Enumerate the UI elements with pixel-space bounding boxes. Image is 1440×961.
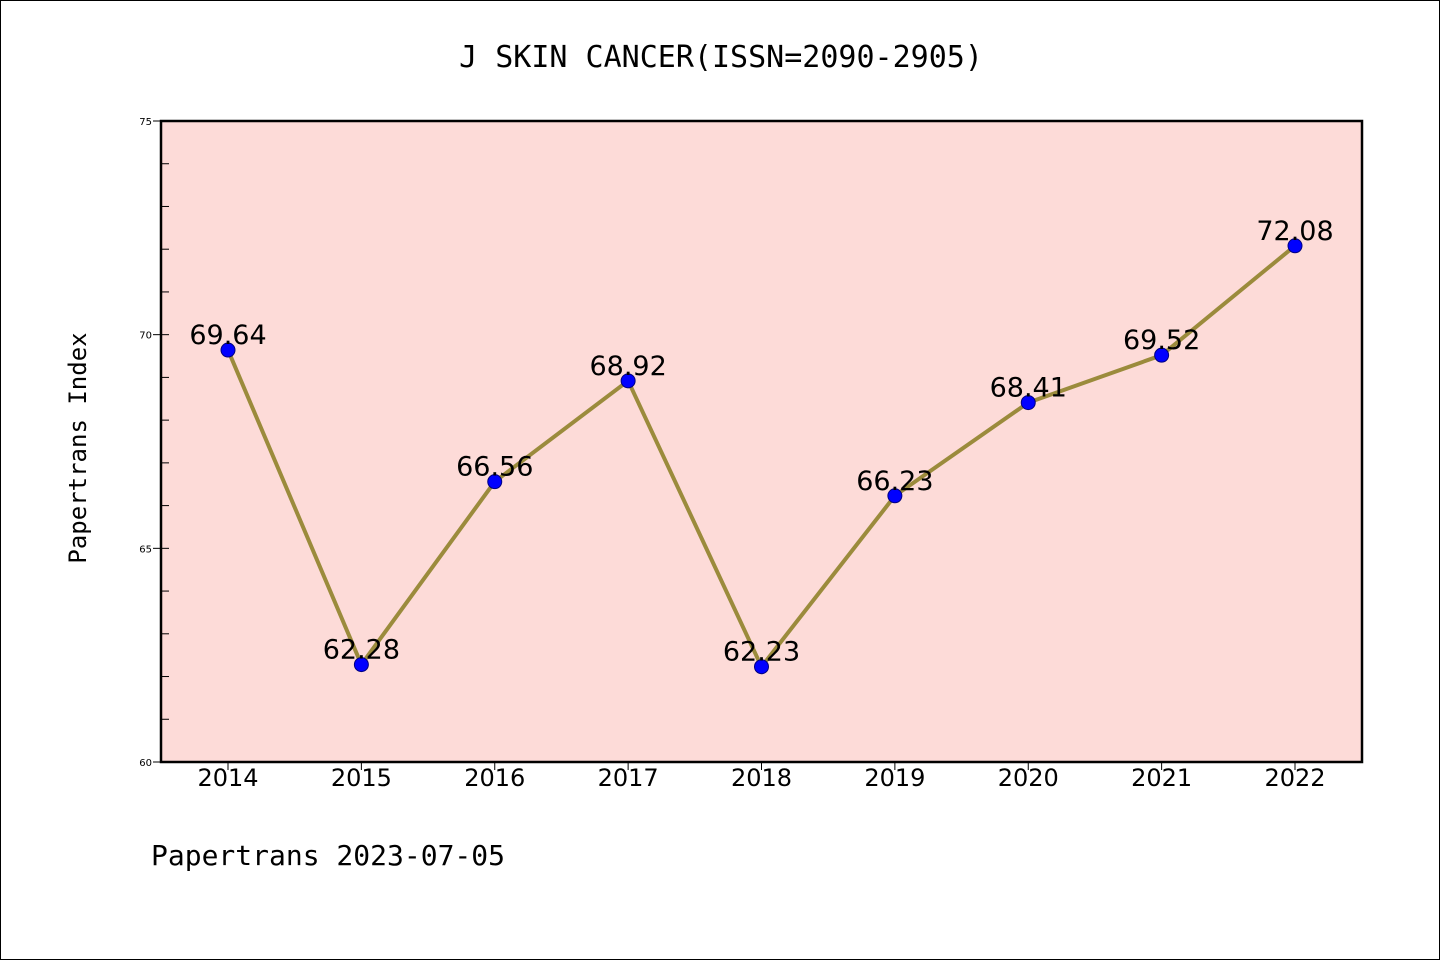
x-tick-label: 2015 [331, 764, 392, 792]
data-label-2016: 66.56 [456, 452, 533, 483]
x-tick-label: 2021 [1131, 764, 1192, 792]
data-labels: 69.64 62.28 66.56 68.92 62.23 66.23 68.41 69.52… [189, 216, 1333, 668]
data-label-2021: 69.52 [1123, 325, 1200, 356]
data-label-2015: 62.28 [323, 635, 400, 666]
data-point-2014 [220, 342, 236, 358]
x-tick-label: 2022 [1264, 764, 1325, 792]
data-point-2017 [620, 373, 636, 389]
data-points [220, 238, 1303, 675]
y-tick-label: 70 [139, 331, 152, 342]
x-tick-label: 2018 [731, 764, 792, 792]
x-tick-label: 2016 [464, 764, 525, 792]
y-tick-label: 60 [139, 758, 152, 769]
x-tick-label: 2020 [998, 764, 1059, 792]
data-point-2021 [1154, 347, 1170, 363]
data-point-2015 [353, 657, 369, 673]
data-label-2018: 62.23 [723, 637, 800, 668]
data-label-2014: 69.64 [189, 320, 266, 351]
y-axis-ticks: 60 65 70 75 [139, 117, 152, 769]
x-axis-ticks: 2014 2015 2016 2017 2018 2019 2020 2021 2022 [197, 762, 1326, 792]
x-tick-label: 2014 [197, 764, 258, 792]
x-tick-label: 2017 [598, 764, 659, 792]
data-point-2018 [754, 659, 769, 675]
data-point-2016 [487, 474, 503, 490]
data-label-2019: 66.23 [856, 466, 933, 497]
y-tick-label: 75 [139, 117, 152, 128]
chart-title: J SKIN CANCER(ISSN=2090-2905) [459, 40, 983, 75]
data-label-2022: 72.08 [1256, 216, 1333, 247]
data-label-2017: 68.92 [589, 351, 666, 382]
plot-area [161, 121, 1362, 762]
data-point-2019 [887, 488, 903, 504]
y-tick-label: 65 [139, 544, 152, 555]
plot-border [159, 119, 1364, 764]
data-point-2022 [1287, 238, 1303, 254]
footer-text: Papertrans 2023-07-05 [151, 839, 505, 872]
y-axis-label: Papertrans Index [64, 332, 92, 563]
data-label-2020: 68.41 [990, 373, 1067, 404]
data-point-2020 [1020, 395, 1036, 411]
x-tick-label: 2019 [864, 764, 925, 792]
